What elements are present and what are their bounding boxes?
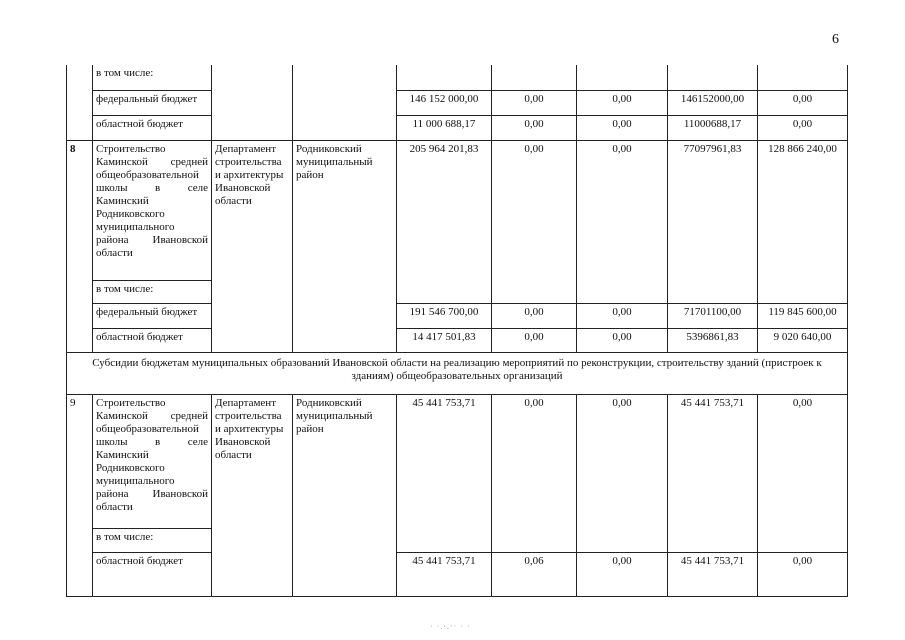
value-cell: 0,00 bbox=[491, 114, 577, 141]
value-cell: 0,00 bbox=[576, 393, 668, 553]
executor-cell: Департамент строительства и архитектуры … bbox=[211, 139, 293, 353]
value-cell: 0,00 bbox=[491, 302, 577, 329]
table-row: 9 Строительство Каминской средней общеоб… bbox=[66, 393, 848, 597]
recipient-cell: Родниковский муниципальный район bbox=[292, 139, 397, 353]
value-cell: 45 441 753,71 bbox=[396, 551, 492, 597]
table-row: в том числе: bbox=[67, 527, 848, 553]
value-cell: 45 441 753,71 bbox=[396, 393, 492, 553]
budget-table: в том числе: федеральный бюджет 146 152 … bbox=[66, 65, 848, 597]
regional-label: областной бюджет bbox=[92, 327, 212, 353]
table-row: федеральный бюджет 191 546 700,00 0,00 0… bbox=[67, 302, 848, 329]
value-cell: 0,00 bbox=[757, 551, 848, 597]
value-cell: 11000688,17 bbox=[667, 114, 758, 141]
value-cell: 45 441 753,71 bbox=[667, 393, 758, 553]
object-name: Строительство Каминской средней общеобра… bbox=[92, 393, 212, 529]
value-cell: 0,00 bbox=[576, 89, 668, 116]
value-cell: 0,00 bbox=[491, 139, 577, 304]
section-header: Субсидии бюджетам муниципальных образова… bbox=[66, 351, 848, 395]
value-cell: 119 845 600,00 bbox=[757, 302, 848, 329]
table-row: федеральный бюджет 146 152 000,00 0,00 0… bbox=[67, 89, 848, 116]
value-cell: 205 964 201,83 bbox=[396, 139, 492, 304]
value-cell: 0,06 bbox=[491, 551, 577, 597]
federal-label: федеральный бюджет bbox=[92, 89, 212, 116]
table-row: Субсидии бюджетам муниципальных образова… bbox=[66, 351, 848, 395]
executor-cell: Департамент строительства и архитектуры … bbox=[211, 393, 293, 597]
value-cell: 128 866 240,00 bbox=[757, 139, 848, 304]
value-cell: 0,00 bbox=[757, 89, 848, 116]
value-cell: 14 417 501,83 bbox=[396, 327, 492, 353]
value-cell: 0,00 bbox=[576, 114, 668, 141]
value-cell: 77097961,83 bbox=[667, 139, 758, 304]
row-number: 9 bbox=[66, 393, 93, 597]
table-row: областной бюджет 14 417 501,83 0,00 0,00… bbox=[67, 327, 848, 353]
table-row: 8 Строительство Каминской средней общеоб… bbox=[66, 139, 848, 353]
including-label: в том числе: bbox=[92, 279, 212, 304]
value-cell: 0,00 bbox=[757, 114, 848, 141]
value-cell: 0,00 bbox=[576, 327, 668, 353]
table-row: областной бюджет 11 000 688,17 0,00 0,00… bbox=[67, 114, 848, 141]
value-cell: 45 441 753,71 bbox=[667, 551, 758, 597]
recipient-cell: Родниковский муниципальный район bbox=[292, 393, 397, 597]
including-label: в том числе: bbox=[92, 527, 212, 553]
recipient-cell bbox=[292, 65, 397, 141]
table-row: в том числе: bbox=[66, 65, 848, 141]
value-cell: 5396861,83 bbox=[667, 327, 758, 353]
value-cell: 0,00 bbox=[576, 302, 668, 329]
executor-cell bbox=[211, 65, 293, 141]
value-cell: 146152000,00 bbox=[667, 89, 758, 116]
federal-label: федеральный бюджет bbox=[92, 302, 212, 329]
value-cell: 0,00 bbox=[757, 393, 848, 553]
regional-label: областной бюджет bbox=[92, 551, 212, 597]
value-cell: 0,00 bbox=[491, 393, 577, 553]
value-cell: 0,00 bbox=[576, 551, 668, 597]
value-cell: 0,00 bbox=[491, 89, 577, 116]
value-cell: 146 152 000,00 bbox=[396, 89, 492, 116]
page-number: 6 bbox=[832, 32, 839, 47]
value-cell: 71701100,00 bbox=[667, 302, 758, 329]
value-cell: 9 020 640,00 bbox=[757, 327, 848, 353]
table-row: областной бюджет 45 441 753,71 0,06 0,00… bbox=[67, 551, 848, 597]
object-name: Строительство Каминской средней общеобра… bbox=[92, 139, 212, 281]
value-cell: 0,00 bbox=[491, 327, 577, 353]
row-number: 8 bbox=[66, 139, 93, 353]
regional-label: областной бюджет bbox=[92, 114, 212, 141]
number-cell bbox=[66, 65, 93, 141]
table-row: в том числе: bbox=[67, 279, 848, 304]
value-cell: 11 000 688,17 bbox=[396, 114, 492, 141]
scan-smudge: · ·.·.·· · · bbox=[430, 622, 471, 631]
including-label: в том числе: bbox=[92, 65, 212, 91]
value-cell: 0,00 bbox=[576, 139, 668, 304]
value-cell: 191 546 700,00 bbox=[396, 302, 492, 329]
